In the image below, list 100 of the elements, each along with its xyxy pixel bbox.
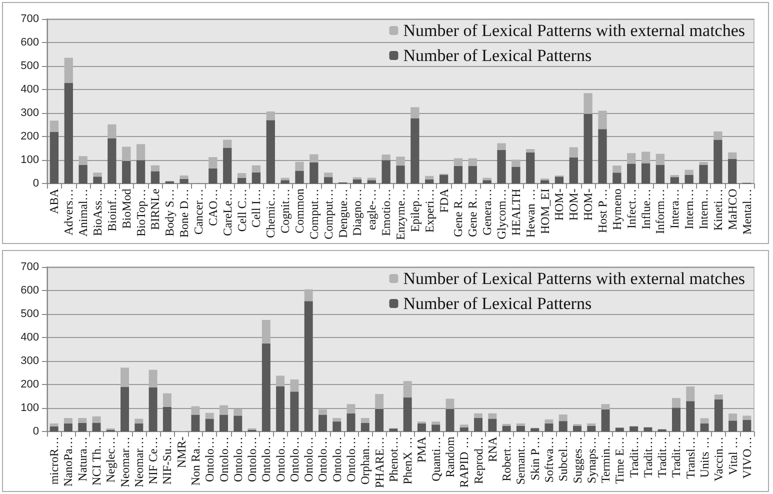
bar xyxy=(324,172,333,178)
x-tick-label: Quanti… xyxy=(428,436,443,482)
bar xyxy=(318,414,327,432)
bar xyxy=(220,405,228,415)
bar xyxy=(627,164,636,184)
y-tick-label: 300 xyxy=(20,355,39,368)
x-tick-label: Host P… xyxy=(596,188,610,234)
bar xyxy=(223,148,232,184)
bar xyxy=(266,111,275,120)
x-tick-label: CareLe… xyxy=(220,188,234,236)
x-tick-label: HEALTH xyxy=(508,188,523,236)
bar xyxy=(460,424,468,428)
x-tick-label: Mental… xyxy=(740,188,754,235)
bar xyxy=(64,418,72,424)
x-tick-label: Transl… xyxy=(683,436,698,479)
bar xyxy=(425,176,434,180)
x-tick-label: RAPID … xyxy=(457,436,472,488)
x-tick-label: Common xyxy=(292,188,306,234)
bar xyxy=(136,144,146,160)
x-tick-label: NanoPa… xyxy=(61,436,76,487)
x-tick-label: Neglec… xyxy=(104,436,118,483)
x-tick-label: VIVO… xyxy=(740,436,754,479)
bar xyxy=(573,426,582,432)
bar xyxy=(512,160,520,167)
bar xyxy=(497,150,506,184)
bar xyxy=(360,422,370,432)
bar xyxy=(220,414,228,432)
bar xyxy=(78,164,88,184)
x-tick-label: Tradit… xyxy=(655,436,670,478)
bar xyxy=(598,110,607,130)
y-tick-label: 0 xyxy=(32,178,39,190)
y-tick-label: 0 xyxy=(32,426,39,438)
x-tick-label: NIF-Su… xyxy=(160,436,174,485)
bar xyxy=(150,165,160,172)
bar xyxy=(714,140,722,184)
bar xyxy=(346,413,356,432)
bar xyxy=(544,423,554,432)
bar xyxy=(656,154,665,165)
x-tick-label: Ontolo… xyxy=(216,436,231,482)
bar xyxy=(488,418,497,432)
x-tick-label: Kineti… xyxy=(710,188,725,231)
bar xyxy=(474,413,483,418)
x-tick-label: Advers… xyxy=(62,188,76,236)
x-tick-label: Ontolo… xyxy=(202,436,217,482)
bar xyxy=(290,392,299,432)
bar xyxy=(262,343,270,432)
bar xyxy=(64,82,73,184)
bar xyxy=(684,170,694,175)
x-tick-label: Units … xyxy=(698,436,712,478)
bar xyxy=(180,178,188,184)
bar xyxy=(93,172,102,177)
bar xyxy=(598,129,607,184)
bar xyxy=(526,152,535,184)
legend-label: Number of Lexical Patterns with external matches xyxy=(403,21,746,40)
bar xyxy=(162,393,172,407)
x-tick-label: BIRNLe xyxy=(148,188,162,230)
bar xyxy=(672,408,680,432)
bar xyxy=(332,418,342,422)
bar xyxy=(375,394,384,409)
bar xyxy=(382,160,390,184)
y-tick-label: 300 xyxy=(20,107,39,120)
bar xyxy=(699,164,708,184)
bar xyxy=(512,166,520,184)
x-tick-label: Diagno… xyxy=(350,188,364,236)
bar xyxy=(587,423,596,426)
x-tick-label: Ontolo… xyxy=(287,436,302,482)
bar xyxy=(630,426,638,432)
x-tick-label: Ontolo… xyxy=(259,436,274,482)
bar xyxy=(237,173,246,178)
x-tick-label: PHARE… xyxy=(372,436,386,488)
x-tick-label: Gene R… xyxy=(466,188,480,238)
bar xyxy=(208,157,218,168)
bar xyxy=(410,118,420,184)
bar xyxy=(700,418,709,424)
bar xyxy=(252,172,261,184)
bar xyxy=(208,168,218,184)
bar xyxy=(742,416,752,420)
bar xyxy=(558,421,568,432)
y-tick-label: 200 xyxy=(20,130,39,143)
bar xyxy=(699,162,708,165)
bar xyxy=(234,416,242,432)
x-tick-label: HOM- xyxy=(552,188,566,221)
x-tick-label: Hewan … xyxy=(523,188,538,238)
bar xyxy=(684,174,694,184)
x-tick-label: Dengue… xyxy=(336,188,350,238)
x-tick-label: Phenot… xyxy=(386,436,400,482)
bar xyxy=(644,427,652,432)
bar xyxy=(120,368,130,387)
bar xyxy=(482,180,492,184)
bar xyxy=(295,162,304,171)
legend-label: Number of Lexical Patterns xyxy=(403,294,592,313)
bar xyxy=(389,428,398,432)
x-tick-label: Emotio… xyxy=(379,188,394,236)
x-tick-label: Inform… xyxy=(653,188,668,234)
x-tick-label: Neomar… xyxy=(118,436,132,488)
bar xyxy=(191,406,200,415)
y-tick-label: 700 xyxy=(20,261,39,273)
x-tick-label: CAO… xyxy=(206,188,220,226)
x-tick-label: Cognit… xyxy=(278,188,292,234)
y-tick-label: 100 xyxy=(20,154,39,166)
